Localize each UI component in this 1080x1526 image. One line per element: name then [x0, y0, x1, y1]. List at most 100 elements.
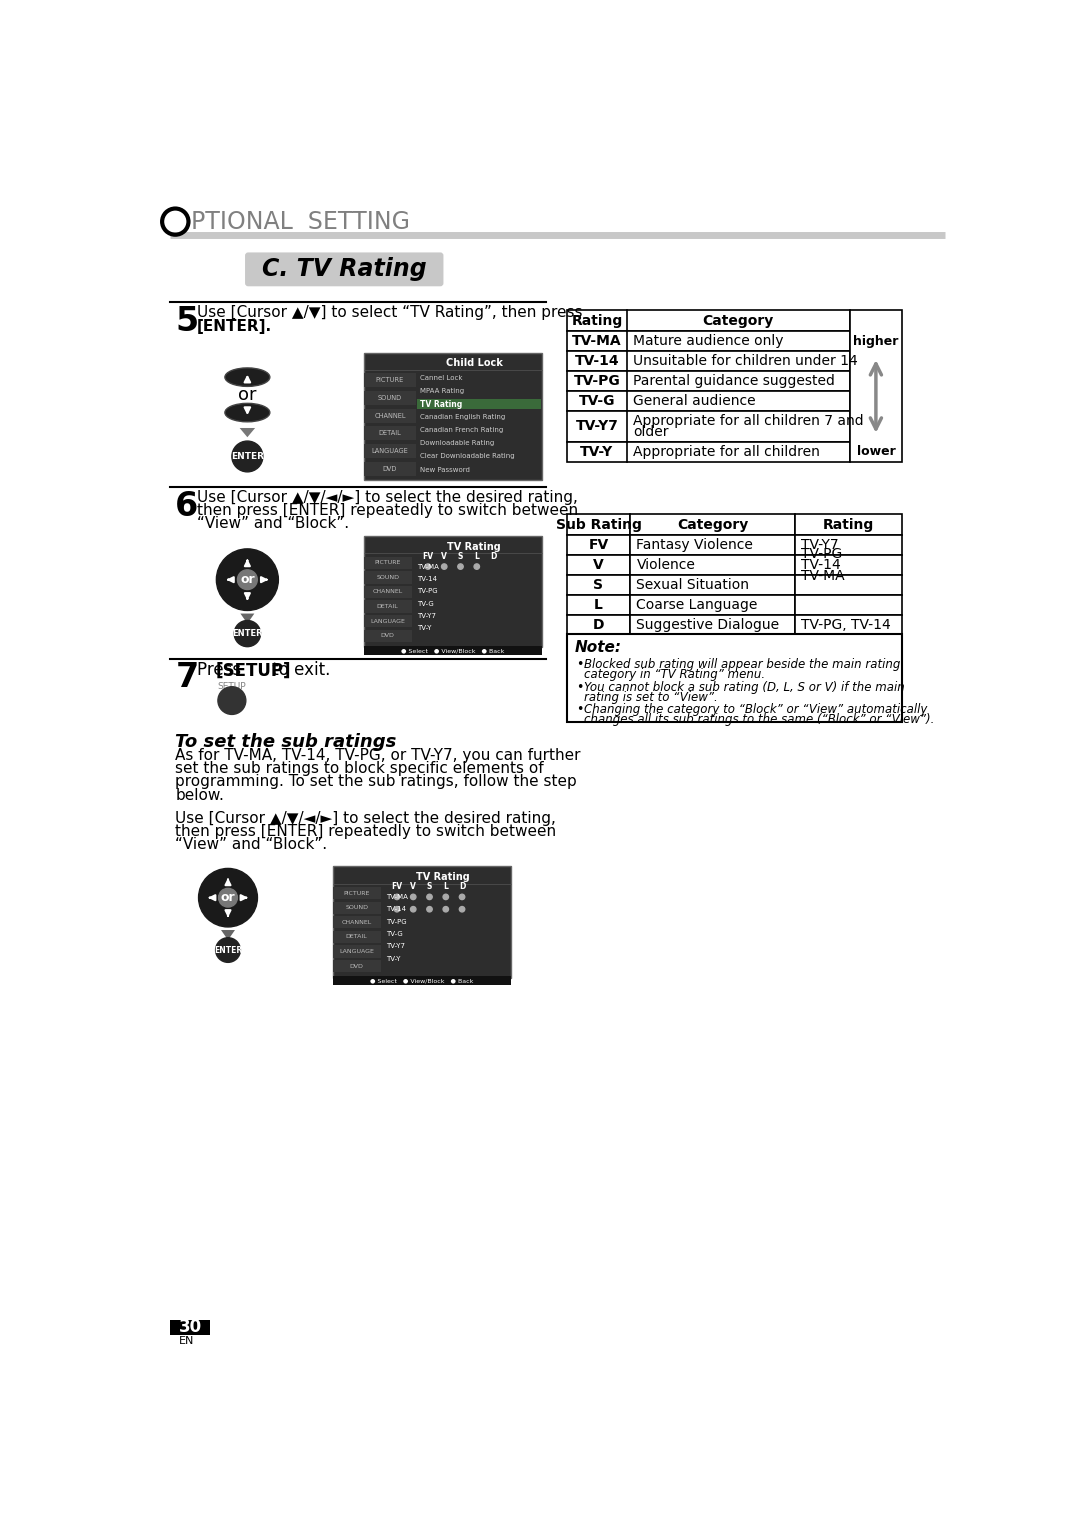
Bar — [333, 902, 380, 914]
Text: TV-14: TV-14 — [417, 575, 437, 581]
Text: below.: below. — [175, 787, 225, 803]
Text: TV-MA: TV-MA — [387, 894, 408, 900]
Bar — [567, 536, 631, 555]
Bar — [364, 444, 416, 458]
Bar — [567, 514, 631, 536]
Text: DETAIL: DETAIL — [346, 934, 367, 940]
Text: Parental guidance suggested: Parental guidance suggested — [633, 374, 835, 388]
Text: TV-Y: TV-Y — [417, 626, 432, 632]
Text: LANGUAGE: LANGUAGE — [339, 949, 374, 954]
Bar — [795, 615, 902, 635]
Text: higher: higher — [853, 336, 899, 348]
Text: PTIONAL  SETTING: PTIONAL SETTING — [191, 209, 409, 233]
Circle shape — [218, 888, 238, 906]
Text: PICTURE: PICTURE — [376, 377, 404, 383]
Bar — [631, 615, 795, 635]
Text: TV-G: TV-G — [579, 394, 616, 407]
Text: D: D — [459, 882, 465, 891]
Text: LANGUAGE: LANGUAGE — [372, 449, 408, 455]
Text: Appropriate for all children 7 and: Appropriate for all children 7 and — [633, 414, 864, 429]
Circle shape — [410, 906, 416, 913]
Text: TV-PG: TV-PG — [387, 919, 407, 925]
Text: SOUND: SOUND — [346, 905, 368, 909]
Text: Sub Rating: Sub Rating — [555, 517, 642, 531]
Text: TV Rating: TV Rating — [416, 871, 470, 882]
Text: General audience: General audience — [633, 394, 756, 407]
Text: Canadian English Rating: Canadian English Rating — [420, 414, 505, 420]
Text: or: or — [240, 574, 255, 586]
Text: FV: FV — [589, 539, 608, 552]
Text: Mature audience only: Mature audience only — [633, 334, 784, 348]
Text: D: D — [593, 618, 604, 632]
Text: or: or — [220, 891, 235, 905]
Bar — [631, 595, 795, 615]
Text: S: S — [593, 578, 604, 592]
Text: “View” and “Block”.: “View” and “Block”. — [175, 836, 327, 852]
Text: 7: 7 — [175, 661, 199, 694]
Circle shape — [427, 906, 432, 913]
Text: S: S — [427, 882, 432, 891]
Bar — [364, 409, 416, 423]
Text: CHANNEL: CHANNEL — [373, 589, 403, 595]
Text: •: • — [576, 658, 583, 671]
Text: rating is set to “View”.: rating is set to “View”. — [583, 691, 717, 703]
Text: or: or — [238, 386, 257, 404]
Circle shape — [216, 549, 279, 610]
Bar — [567, 595, 631, 615]
Polygon shape — [241, 613, 255, 624]
Text: SOUND: SOUND — [376, 575, 400, 580]
Text: MPAA Rating: MPAA Rating — [420, 388, 464, 394]
Text: 30: 30 — [178, 1318, 202, 1337]
Bar — [364, 645, 542, 655]
Text: TV Rating: TV Rating — [420, 400, 462, 409]
Text: TV-MA: TV-MA — [417, 563, 438, 569]
Bar — [364, 391, 416, 404]
Bar — [567, 443, 850, 462]
Text: SOUND: SOUND — [378, 395, 402, 401]
Text: [ENTER].: [ENTER]. — [197, 319, 272, 334]
Circle shape — [426, 565, 431, 569]
Bar — [850, 310, 902, 462]
Circle shape — [218, 687, 246, 714]
Circle shape — [216, 937, 241, 963]
Bar — [333, 916, 380, 928]
Bar — [795, 536, 902, 555]
Text: V: V — [442, 552, 447, 562]
Text: Sexual Situation: Sexual Situation — [636, 578, 750, 592]
Bar — [333, 887, 380, 899]
Text: Canadian French Rating: Canadian French Rating — [420, 427, 503, 433]
Bar — [364, 462, 416, 476]
Text: DVD: DVD — [350, 964, 364, 969]
Bar — [795, 514, 902, 536]
Polygon shape — [221, 929, 235, 940]
Text: Use [Cursor ▲/▼/◄/►] to select the desired rating,: Use [Cursor ▲/▼/◄/►] to select the desir… — [197, 490, 578, 505]
Bar — [417, 400, 541, 409]
Text: Blocked sub rating will appear beside the main rating: Blocked sub rating will appear beside th… — [583, 658, 900, 671]
Text: TV-G: TV-G — [387, 931, 403, 937]
Text: Appropriate for all children: Appropriate for all children — [633, 446, 820, 459]
Text: Use [Cursor ▲/▼] to select “TV Rating”, then press: Use [Cursor ▲/▼] to select “TV Rating”, … — [197, 305, 582, 320]
Bar — [333, 977, 511, 986]
Text: TV Rating: TV Rating — [447, 542, 501, 551]
Text: •: • — [576, 681, 583, 693]
Bar — [567, 615, 631, 635]
Bar — [567, 575, 631, 595]
Text: Use [Cursor ▲/▼/◄/►] to select the desired rating,: Use [Cursor ▲/▼/◄/►] to select the desir… — [175, 810, 556, 826]
Circle shape — [459, 894, 464, 900]
Text: then press [ENTER] repeatedly to switch between: then press [ENTER] repeatedly to switch … — [175, 824, 556, 839]
Text: As for TV-MA, TV-14, TV-PG, or TV-Y7, you can further: As for TV-MA, TV-14, TV-PG, or TV-Y7, yo… — [175, 748, 581, 763]
Bar — [364, 600, 411, 613]
Text: TV-PG, TV-14: TV-PG, TV-14 — [800, 618, 891, 632]
Text: L: L — [474, 552, 480, 562]
Bar — [631, 575, 795, 595]
Text: then press [ENTER] repeatedly to switch between: then press [ENTER] repeatedly to switch … — [197, 502, 578, 517]
Bar — [364, 536, 542, 647]
Text: DVD: DVD — [381, 633, 394, 638]
Bar — [631, 514, 795, 536]
Circle shape — [442, 565, 447, 569]
Text: TV-Y: TV-Y — [580, 446, 613, 459]
Bar — [631, 536, 795, 555]
Bar — [795, 555, 902, 575]
Text: TV-Y7: TV-Y7 — [576, 420, 619, 433]
Text: ● Select   ● View/Block   ● Back: ● Select ● View/Block ● Back — [370, 978, 473, 983]
